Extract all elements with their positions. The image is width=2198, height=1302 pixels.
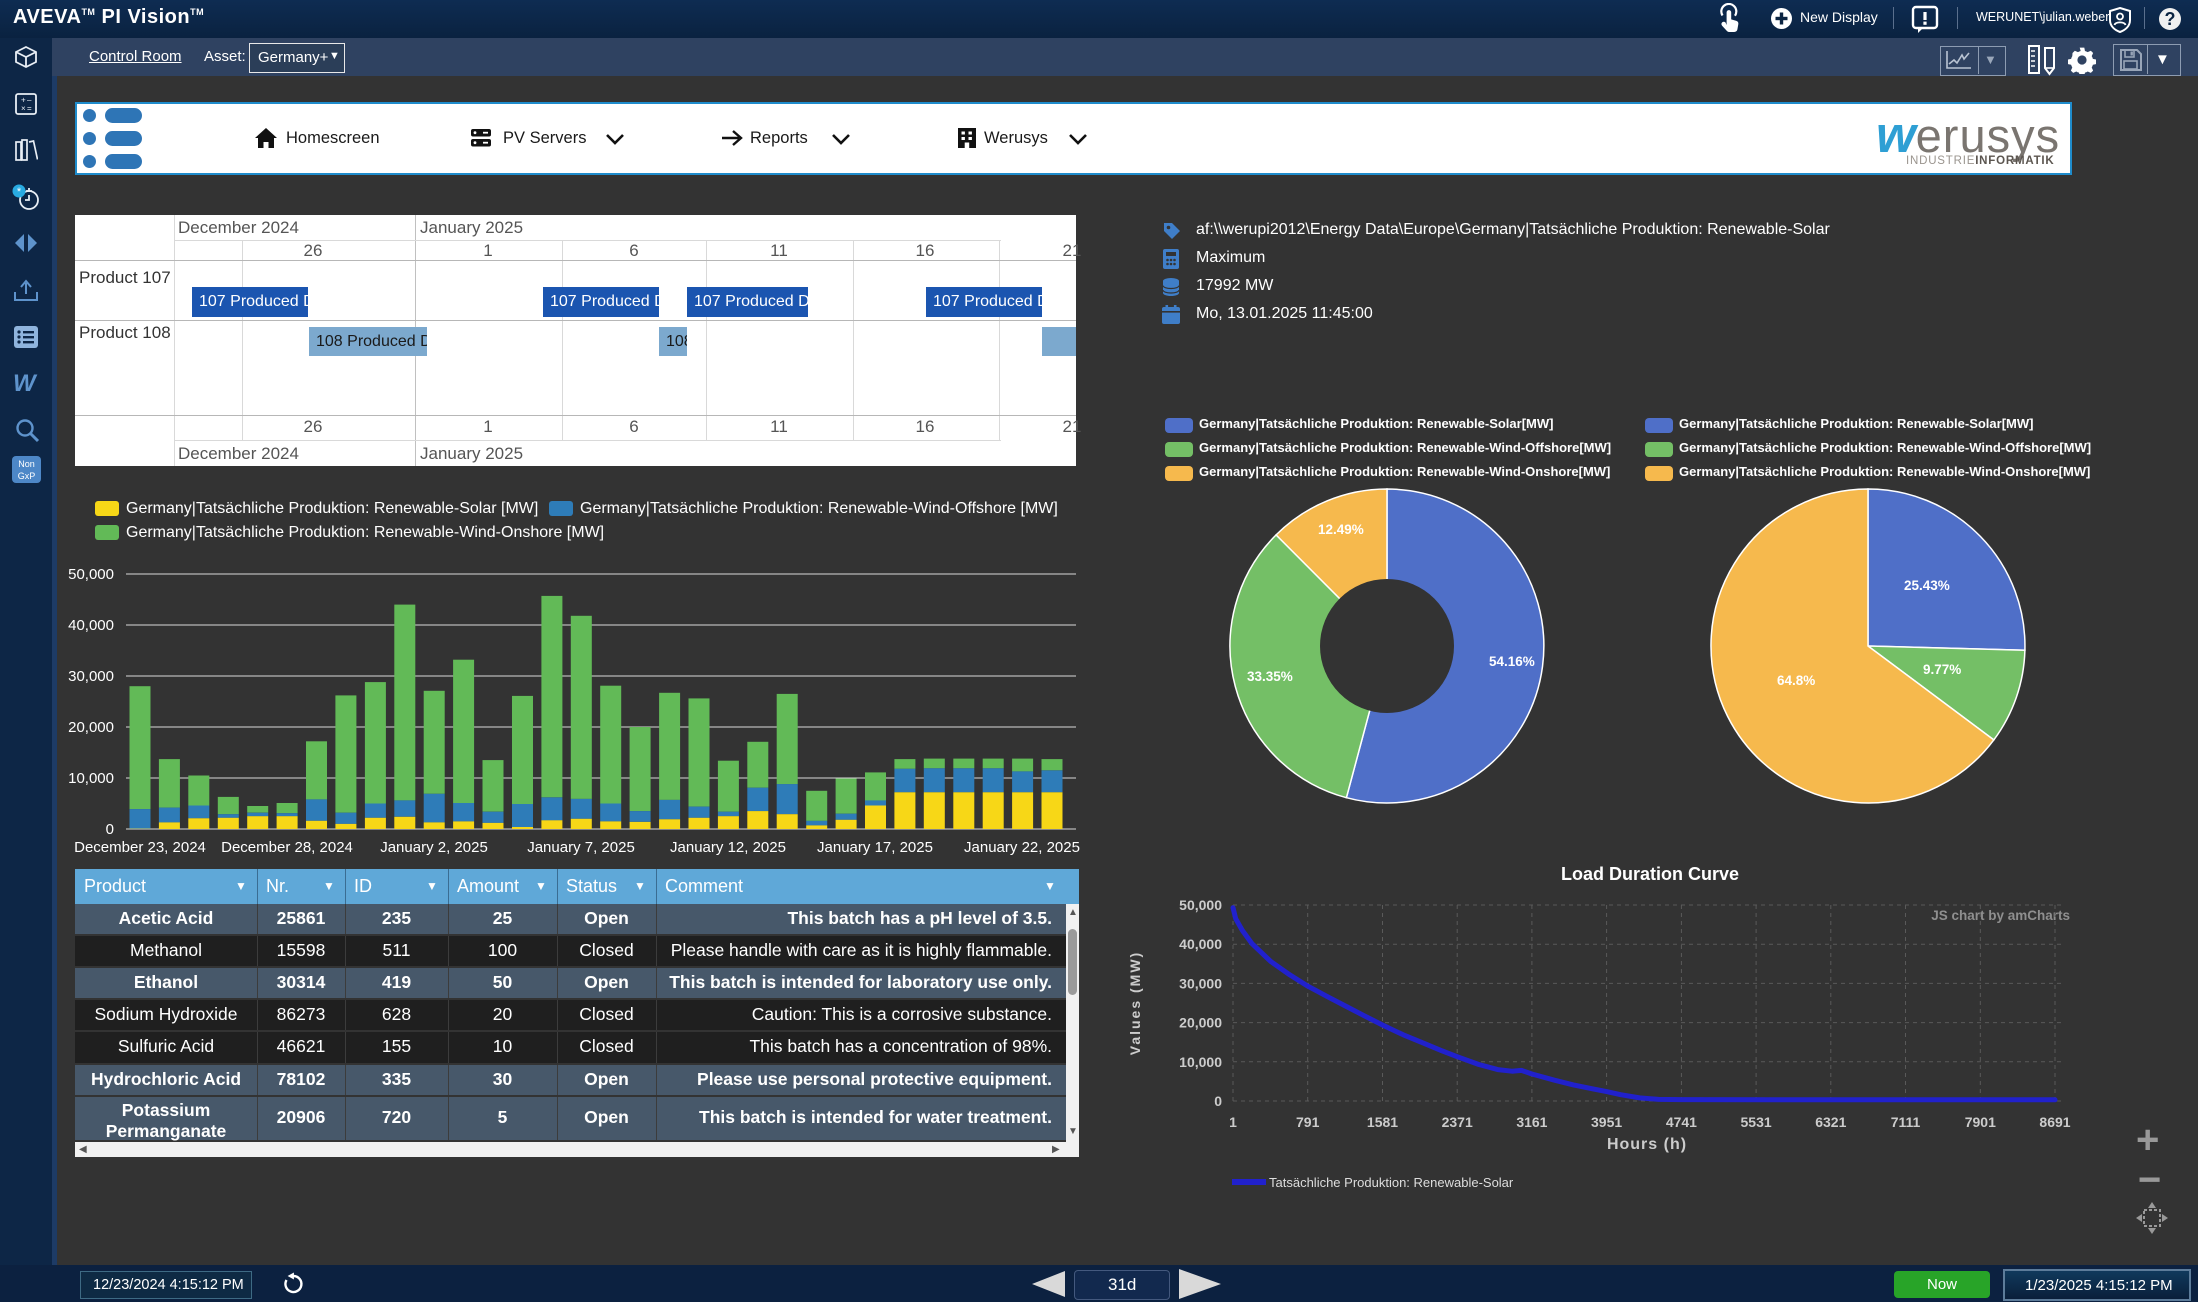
svg-text:6321: 6321 [1815, 1114, 1846, 1130]
svg-text:Values (MW): Values (MW) [1127, 951, 1143, 1055]
svg-text:January 12, 2025: January 12, 2025 [670, 839, 786, 856]
svg-text:8691: 8691 [2039, 1114, 2070, 1130]
svg-text:January 2, 2025: January 2, 2025 [380, 839, 488, 856]
svg-text:–: – [27, 96, 32, 105]
svg-text:7901: 7901 [1965, 1114, 1996, 1130]
svg-text:December 28, 2024: December 28, 2024 [221, 839, 353, 856]
svg-text:12.49%: 12.49% [1318, 522, 1364, 537]
svg-text:7111: 7111 [1891, 1114, 1921, 1130]
svg-text:10,000: 10,000 [1179, 1054, 1222, 1070]
svg-text:30,000: 30,000 [1179, 975, 1222, 991]
svg-text:33.35%: 33.35% [1247, 669, 1293, 684]
svg-text:25.43%: 25.43% [1904, 578, 1950, 593]
svg-text:20,000: 20,000 [68, 719, 114, 736]
svg-text:0: 0 [1214, 1093, 1222, 1109]
svg-text:20,000: 20,000 [1179, 1015, 1222, 1031]
svg-text:×: × [21, 104, 26, 113]
svg-text:January 17, 2025: January 17, 2025 [817, 839, 933, 856]
svg-text:50,000: 50,000 [1179, 897, 1222, 913]
svg-text:1581: 1581 [1367, 1114, 1398, 1130]
svg-text:3951: 3951 [1591, 1114, 1622, 1130]
svg-text:1: 1 [1229, 1114, 1237, 1130]
svg-text:January 22, 2025: January 22, 2025 [964, 839, 1080, 856]
svg-text:3161: 3161 [1516, 1114, 1547, 1130]
svg-text:=: = [27, 104, 32, 113]
svg-text:January 7, 2025: January 7, 2025 [527, 839, 635, 856]
svg-text:10,000: 10,000 [68, 770, 114, 787]
svg-text:64.8%: 64.8% [1777, 673, 1815, 688]
svg-text:0: 0 [106, 821, 114, 838]
svg-text:791: 791 [1296, 1114, 1320, 1130]
svg-text:+: + [21, 96, 26, 105]
svg-text:4741: 4741 [1666, 1114, 1697, 1130]
svg-text:2371: 2371 [1442, 1114, 1473, 1130]
svg-text:40,000: 40,000 [68, 617, 114, 634]
svg-text:December 23, 2024: December 23, 2024 [74, 839, 206, 856]
svg-text:54.16%: 54.16% [1489, 654, 1535, 669]
svg-text:40,000: 40,000 [1179, 936, 1222, 952]
svg-text:30,000: 30,000 [68, 668, 114, 685]
svg-text:5531: 5531 [1741, 1114, 1772, 1130]
svg-text:50,000: 50,000 [68, 566, 114, 583]
svg-text:*: * [17, 186, 22, 198]
svg-text:9.77%: 9.77% [1923, 662, 1961, 677]
